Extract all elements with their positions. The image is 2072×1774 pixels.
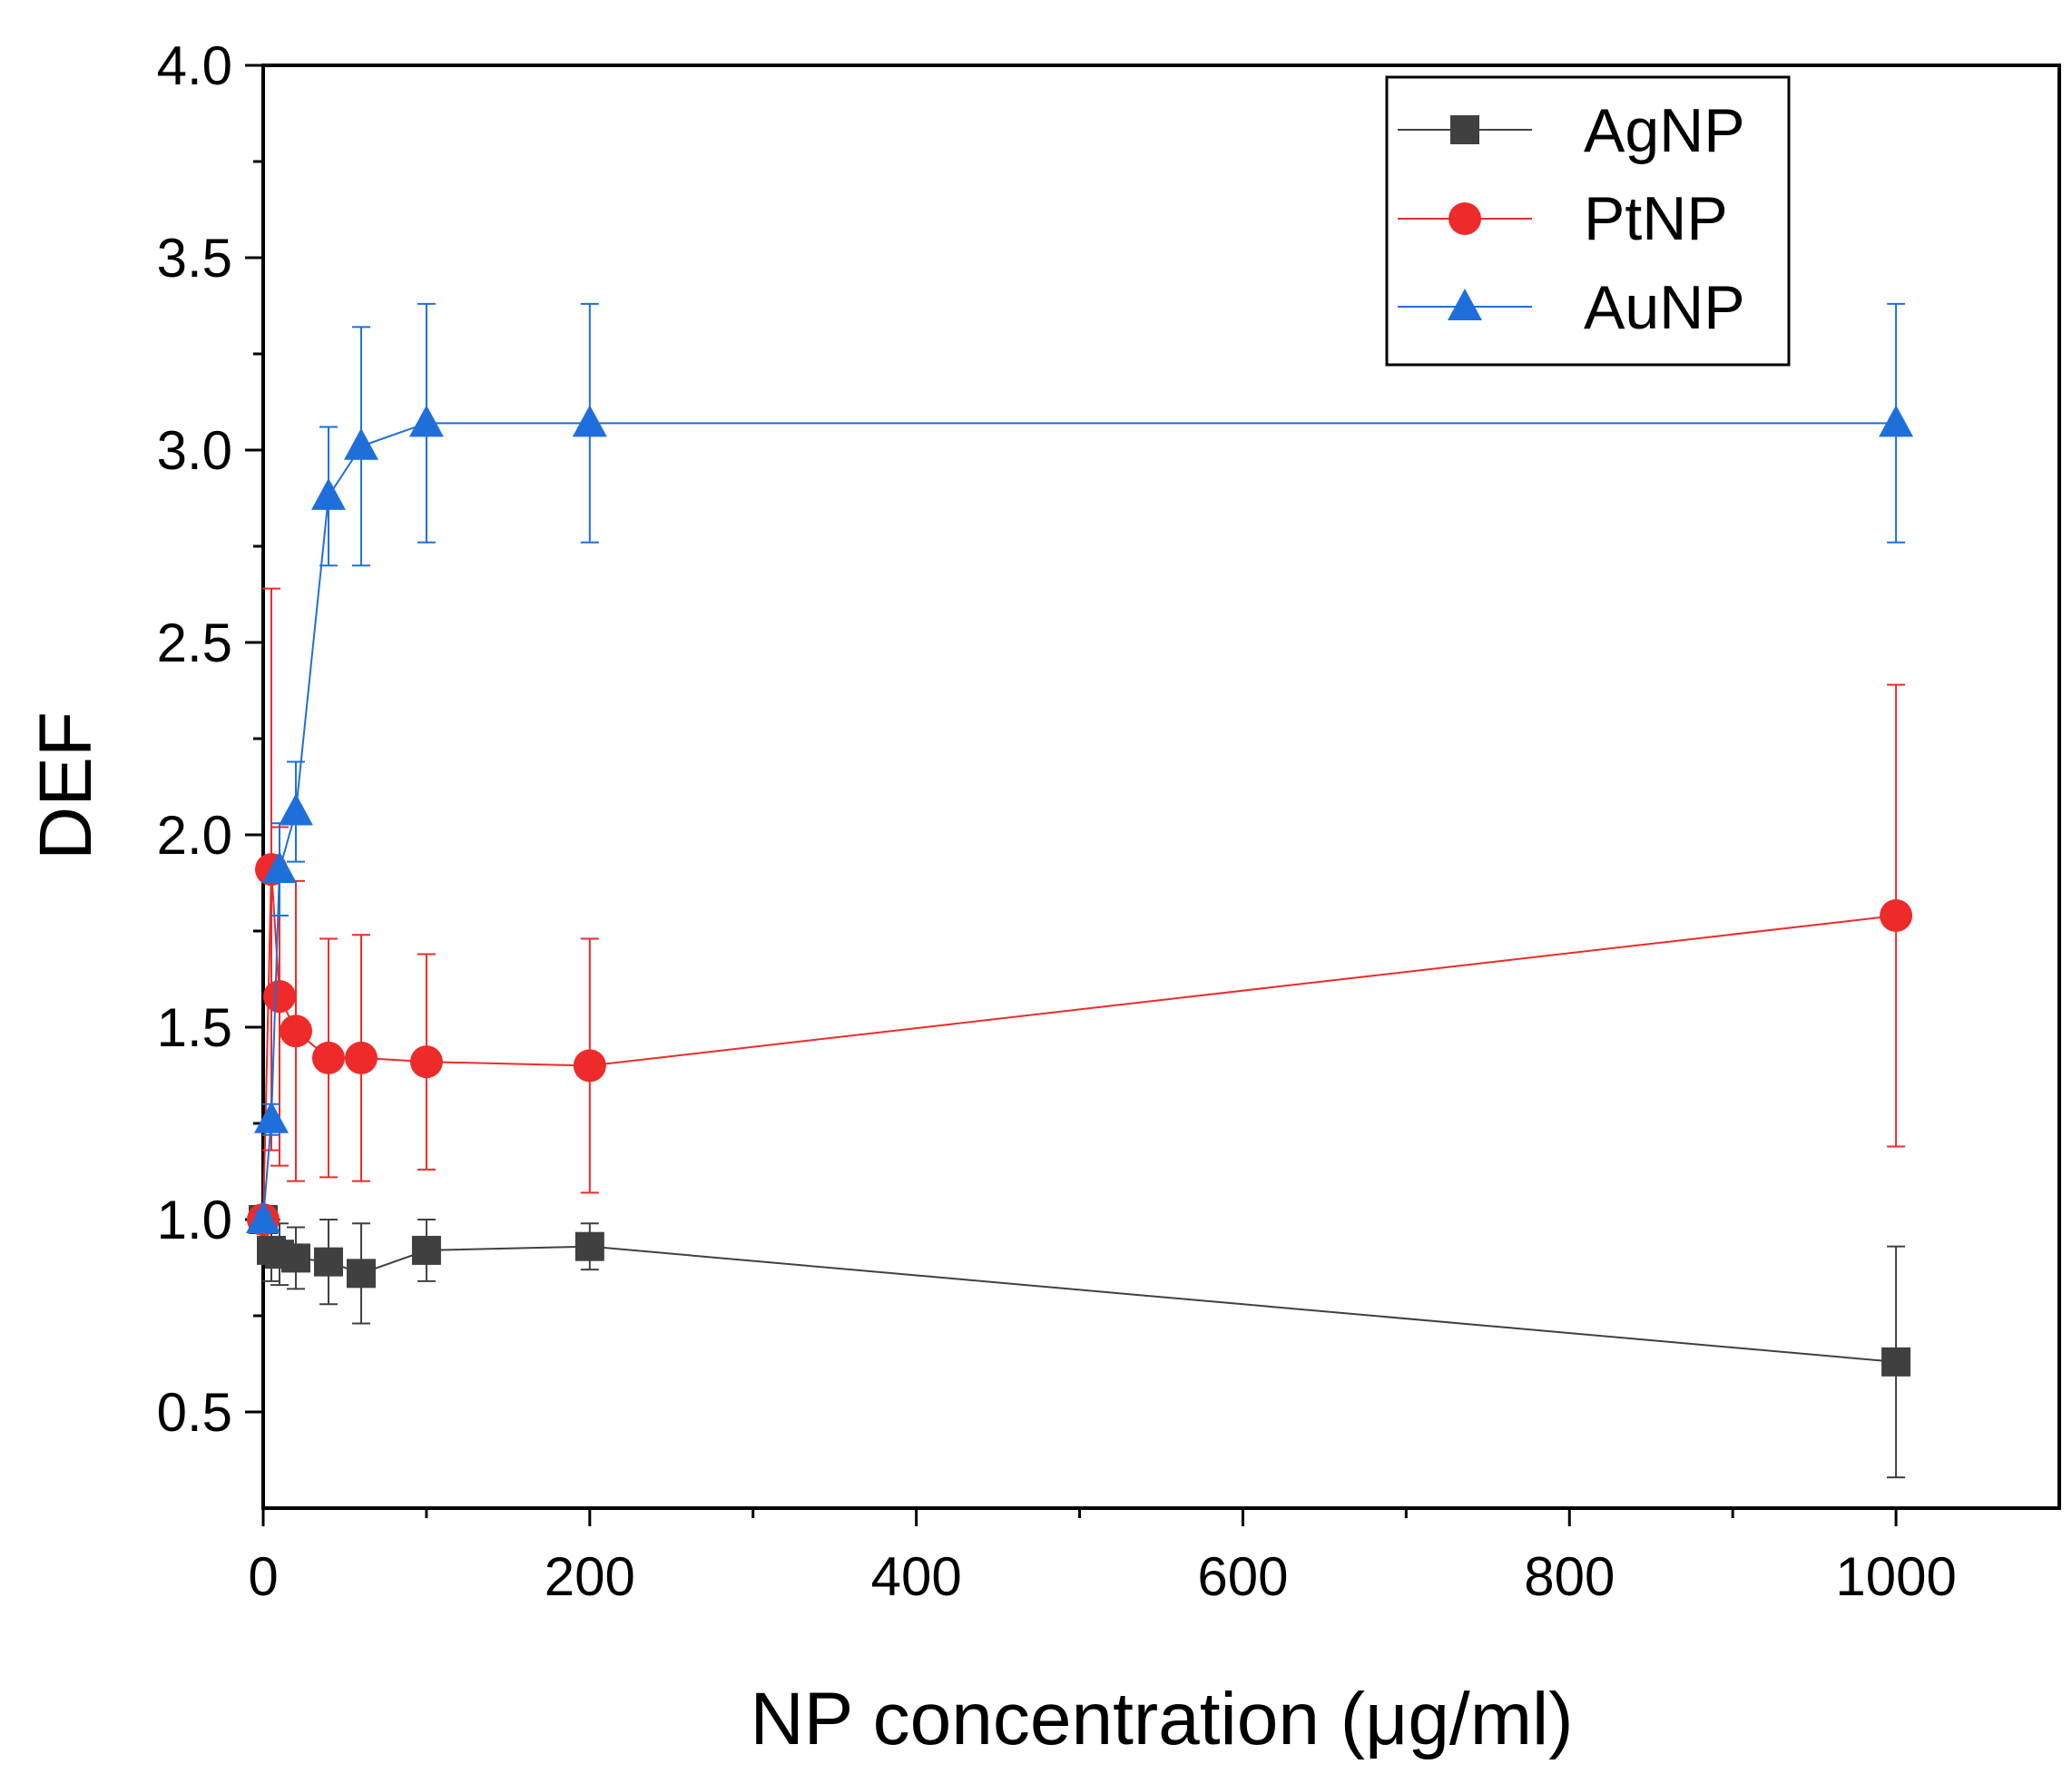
- legend-marker-aunp: [1448, 289, 1482, 320]
- series-aunp: [246, 302, 1914, 1233]
- ptnp-point: [311, 1041, 345, 1074]
- series-layer: [246, 302, 1914, 1479]
- y-tick-label: 2.0: [157, 805, 232, 866]
- ptnp-point: [279, 1014, 312, 1048]
- legend-swatch-agnp: [1398, 115, 1532, 144]
- x-tick-label: 1000: [1835, 1546, 1956, 1607]
- ptnp-point: [262, 980, 296, 1014]
- aunp-point: [253, 1101, 289, 1133]
- y-tick-label: 2.5: [157, 613, 232, 673]
- ptnp-point: [573, 1049, 606, 1083]
- aunp-point: [246, 1201, 280, 1233]
- ptnp-point: [1880, 899, 1913, 933]
- legend-marker-ptnp: [1448, 202, 1481, 235]
- aunp-point: [278, 793, 313, 826]
- aunp-point: [261, 851, 297, 884]
- x-tick-label: 0: [248, 1546, 278, 1607]
- y-tick-label: 3.5: [157, 228, 232, 289]
- legend: AgNP PtNP AuNP: [1385, 75, 1791, 367]
- aunp-point: [343, 427, 378, 460]
- y-tick-label: 0.5: [157, 1382, 232, 1443]
- x-tick-label: 600: [1197, 1546, 1288, 1607]
- y-axis-label: DEF: [25, 711, 107, 860]
- x-axis-label: NP concentration (μg/ml): [750, 1678, 1573, 1760]
- aunp-line: [262, 422, 1897, 1220]
- x-tick-label: 200: [545, 1546, 635, 1607]
- aunp-point: [310, 477, 346, 510]
- series-agnp: [249, 1205, 1911, 1479]
- aunp-point: [1879, 405, 1914, 437]
- aunp-point: [572, 405, 607, 437]
- agnp-point: [411, 1235, 441, 1265]
- ptnp-point: [344, 1041, 378, 1074]
- y-tick-label: 3.0: [157, 420, 232, 481]
- y-tick-label: 4.0: [157, 35, 232, 96]
- x-tick-label: 800: [1524, 1546, 1615, 1607]
- aunp-point: [408, 405, 444, 437]
- plot-frame: [261, 64, 2061, 1510]
- legend-marker-agnp: [1450, 115, 1479, 144]
- legend-label-aunp: AuNP: [1584, 273, 1745, 342]
- x-tick-label: 400: [871, 1546, 962, 1607]
- legend-label-ptnp: PtNP: [1584, 184, 1728, 253]
- agnp-point: [574, 1231, 604, 1261]
- ptnp-line: [262, 869, 1897, 1220]
- y-tick-label: 1.5: [157, 997, 232, 1058]
- ptnp-point: [409, 1045, 443, 1079]
- legend-swatch-aunp: [1398, 289, 1532, 320]
- agnp-point: [346, 1259, 376, 1289]
- agnp-point: [280, 1243, 310, 1273]
- legend-label-agnp: AgNP: [1584, 96, 1745, 165]
- legend-swatch-ptnp: [1398, 202, 1532, 235]
- y-tick-label: 1.0: [157, 1190, 232, 1250]
- agnp-point: [313, 1247, 343, 1277]
- axis-ticks: 0 200 400 600 800 1000 0.5 1.0 1.5 2.0 2.5 3.0 3.5 4.…: [157, 35, 1957, 1607]
- agnp-point: [1881, 1347, 1911, 1377]
- series-ptnp: [247, 587, 1913, 1236]
- agnp-line: [262, 1219, 1897, 1363]
